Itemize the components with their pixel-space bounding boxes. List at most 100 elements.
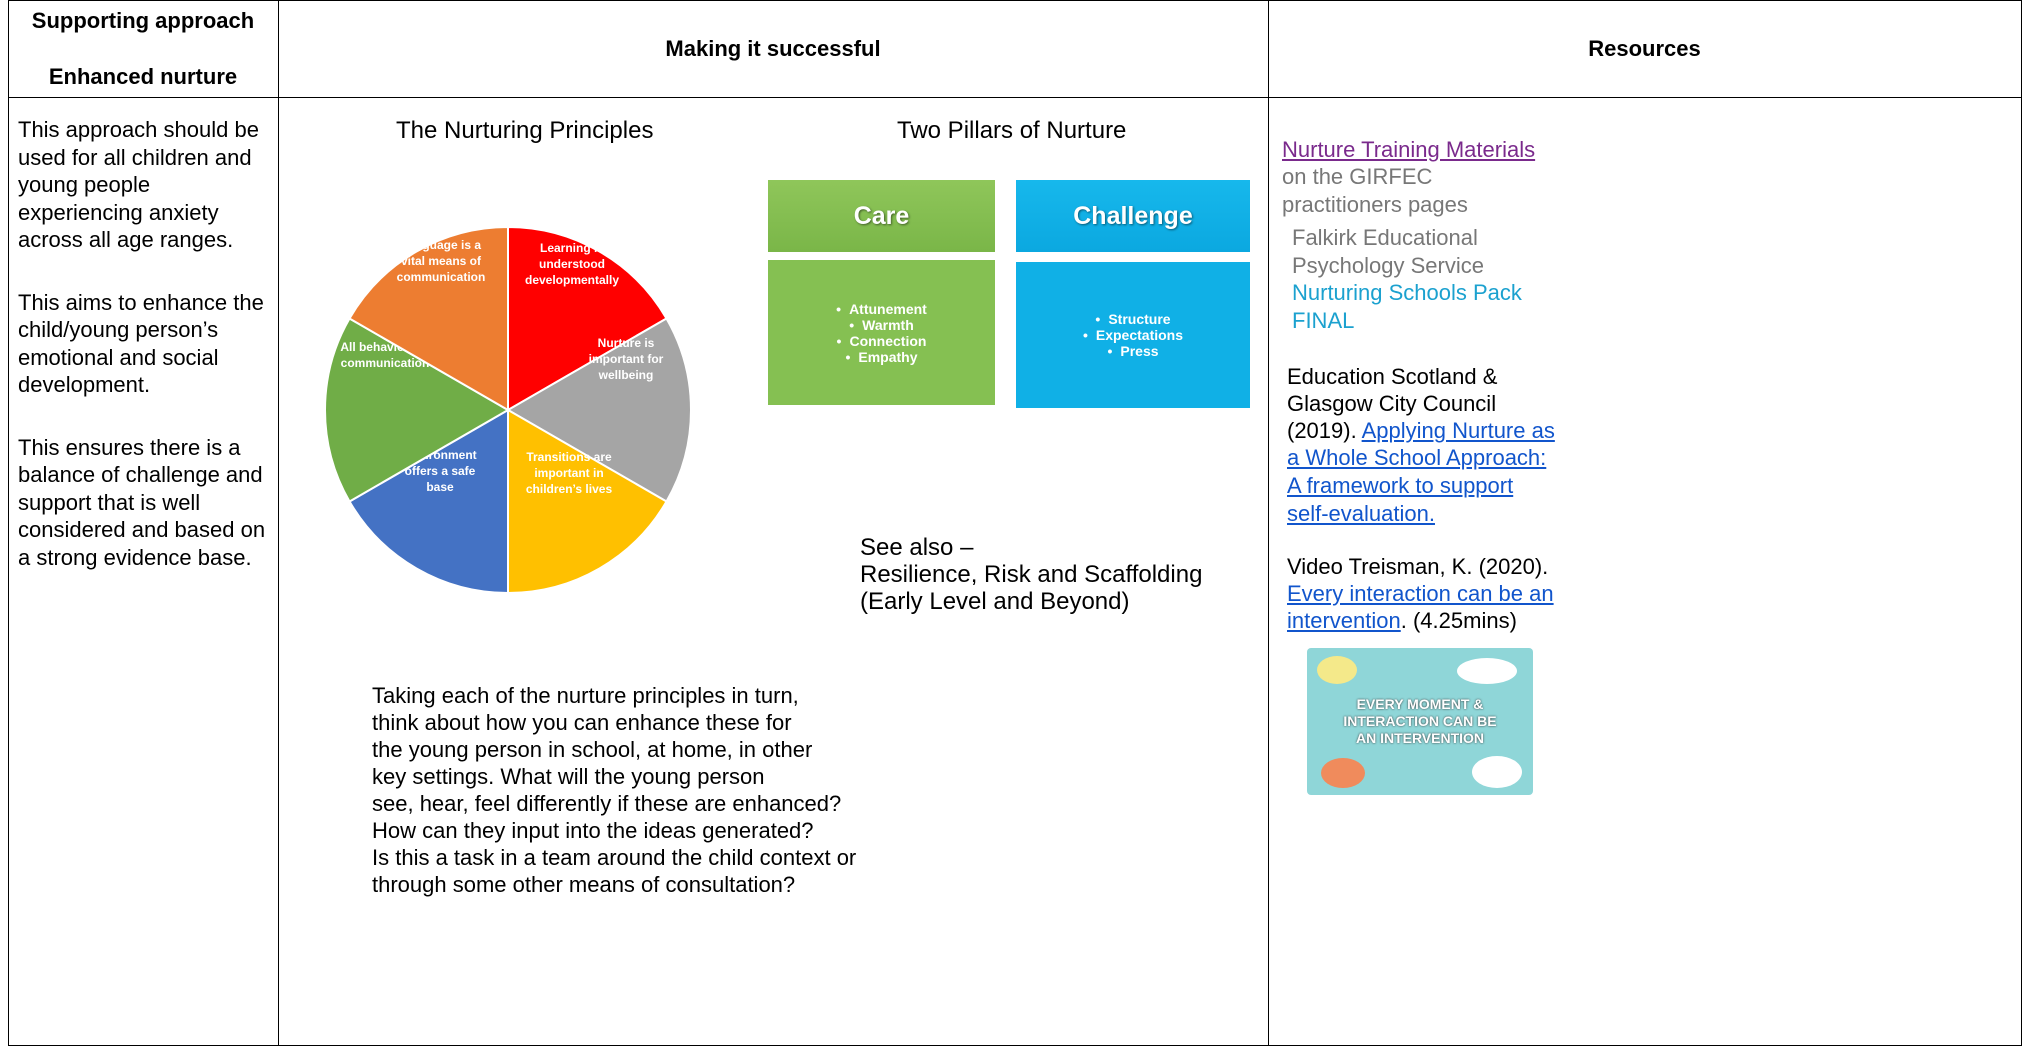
table-border [8, 1045, 2022, 1046]
approach-text: young people [18, 172, 151, 197]
segment-label: communication [397, 270, 486, 284]
pie-diagram: Learning is understood developmentally Nurt… [324, 225, 692, 595]
resource-text: practitioners pages [1282, 192, 1468, 217]
pillar-body: • Attunement • Warmth • Connection • Empathy [768, 260, 995, 405]
pillar-item-text: Connection [849, 332, 927, 349]
segment-label: Learning is [540, 241, 604, 255]
segment-label: offers a safe [405, 464, 476, 478]
resource-link[interactable]: Nurturing Schools Pack [1292, 280, 1522, 305]
pie-segment [507, 408, 668, 595]
pillar-item-text: Structure [1108, 311, 1171, 327]
segment-label: Nurture is [598, 336, 655, 350]
resource-image: EVERY MOMENT & INTERACTION CAN BE AN INTER… [1307, 648, 1533, 795]
table-border [8, 0, 2022, 1]
segment-label: base [426, 480, 454, 494]
resource-text: Psychology Service [1292, 253, 1484, 278]
resource-text: Education Scotland & [1287, 364, 1498, 389]
resource-link[interactable]: Every interaction can be an [1287, 581, 1554, 606]
resource-link[interactable]: intervention [1287, 608, 1401, 633]
pillar-header: Care [768, 180, 995, 252]
image-text-line: INTERACTION CAN BE [1343, 713, 1497, 729]
bullet: • [849, 316, 855, 333]
table-border [8, 97, 2022, 98]
bullet: • [836, 332, 842, 349]
segment-label: Transitions are [526, 450, 612, 464]
resource-link[interactable]: Nurture Training Materials [1282, 137, 1536, 162]
pillar-item: • Empathy [768, 349, 995, 365]
principles-text-line: Is this a task in a team around the chil… [372, 845, 857, 870]
pillar-item: • Structure [1016, 311, 1250, 327]
pillar-title: Care [853, 202, 910, 230]
resource-text: on the GIRFEC [1282, 164, 1433, 189]
approach-text: a strong evidence base. [18, 544, 252, 570]
image-decoration [1457, 658, 1517, 684]
section-title: The Nurturing Principles [396, 117, 654, 144]
see-also-text: Resilience, Risk and Scaffolding [860, 561, 1203, 588]
approach-text: This approach should be [18, 117, 259, 142]
pillar-header: Challenge [1016, 180, 1250, 252]
resource-text: Glasgow City Council [1287, 391, 1497, 416]
approach-text: child/young person’s [18, 317, 219, 342]
see-also-text: (Early Level and Beyond) [860, 588, 1130, 615]
resource-text: (2019). [1287, 418, 1357, 443]
header-text: Enhanced nurture [48, 64, 238, 89]
principles-text-line: think about how you can enhance these fo… [372, 710, 792, 735]
bullet: • [845, 348, 851, 365]
resource-link[interactable]: self-evaluation. [1287, 501, 1435, 526]
resource-line: (2019). Applying Nurture as [1287, 417, 1555, 445]
pillar-item: • Attunement [768, 301, 995, 317]
table-border [2021, 0, 2022, 1046]
resource-link[interactable]: a Whole School Approach: [1287, 445, 1547, 470]
pillar-item-text: Expectations [1095, 327, 1184, 343]
table-border [278, 0, 279, 1046]
section-title: Two Pillars of Nurture [897, 117, 1127, 144]
pillar-item-text: Warmth [862, 316, 914, 333]
approach-text: emotional and social [18, 344, 219, 370]
pie-segment [348, 408, 509, 595]
image-decoration [1321, 758, 1365, 788]
principles-text-line: the young person in school, at home, in … [372, 737, 813, 762]
resource-link[interactable]: Applying Nurture as [1361, 418, 1555, 443]
approach-text: development. [18, 372, 151, 397]
pillar-item: • Expectations [1016, 327, 1250, 343]
image-text: EVERY MOMENT & INTERACTION CAN BE AN INTER… [1307, 696, 1533, 747]
approach-text: This ensures there is a [18, 434, 241, 460]
segment-label: developmentally [525, 273, 619, 287]
header-text: Resources [1588, 36, 1701, 61]
principles-text-line: Taking each of the nurture principles in… [372, 683, 799, 708]
header-text: Supporting approach [31, 8, 255, 33]
principles-text-line: through some other means of consultation… [372, 872, 796, 897]
approach-text: experiencing anxiety [18, 199, 219, 225]
principles-text-line: see, hear, feel differently if these are… [372, 791, 842, 816]
segment-label: children’s lives [526, 482, 613, 496]
resource-text: Falkirk Educational [1292, 225, 1478, 250]
pie-segment [505, 317, 692, 503]
pillar-item-text: Empathy [858, 348, 918, 365]
image-text-line: AN INTERVENTION [1355, 730, 1485, 746]
approach-text: across all age ranges. [18, 227, 234, 252]
bullet: • [1095, 311, 1101, 327]
pie-segment [348, 225, 509, 412]
resource-text: Video Treisman, K. (2020). [1287, 554, 1549, 579]
segment-label: understood [539, 257, 605, 271]
resource-link[interactable]: FINAL [1292, 308, 1355, 333]
image-text-line: EVERY MOMENT & [1356, 696, 1484, 712]
segment-label: wellbeing [598, 368, 654, 382]
see-also-text: See also – [860, 534, 974, 561]
resource-link[interactable]: A framework to support [1287, 473, 1514, 498]
approach-text: balance of challenge and [18, 462, 263, 487]
image-decoration [1472, 756, 1522, 788]
segment-label: vital means of [401, 254, 482, 268]
approach-text: This aims to enhance the [18, 289, 264, 315]
approach-text: support that is well [18, 489, 201, 515]
pie-segment [507, 225, 668, 412]
segment-label: important for [589, 352, 664, 366]
segment-label: important in [534, 466, 603, 480]
principles-text-line: How can they input into the ideas genera… [372, 818, 814, 843]
pillar-item: • Warmth [768, 317, 995, 333]
bullet: • [1082, 327, 1088, 343]
resource-line: intervention. (4.25mins) [1287, 607, 1517, 635]
resource-text: . (4.25mins) [1400, 608, 1517, 633]
table-border [8, 0, 9, 1046]
